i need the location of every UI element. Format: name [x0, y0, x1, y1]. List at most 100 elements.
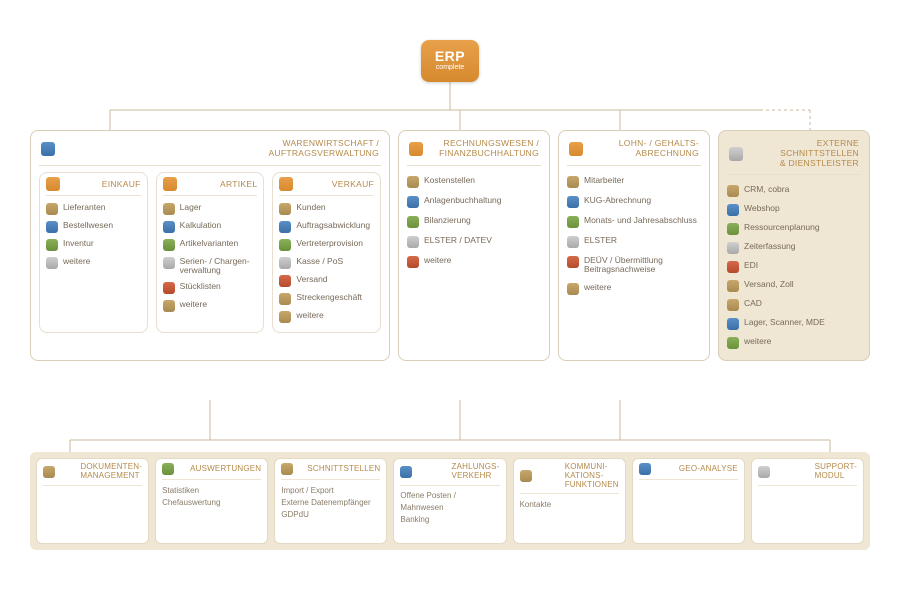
erp-badge-sub: complete	[421, 64, 479, 71]
list-item: weitere	[46, 254, 141, 272]
list-item: GDPdU	[281, 508, 380, 520]
list-item: Bestellwesen	[46, 218, 141, 236]
list-item: ELSTER / DATEV	[407, 232, 541, 252]
bottom-module: SCHNITTSTELLENImport / ExportExterne Dat…	[274, 458, 387, 544]
list-item: CAD	[727, 295, 861, 314]
sub-einkauf: EINKAUF LieferantenBestellwesenInventurw…	[39, 172, 148, 333]
bottom-module: ZAHLUNGS- VERKEHR Offene Posten /Mahnwese…	[393, 458, 506, 544]
item-label: Streckengeschäft	[296, 293, 362, 303]
main-row: WARENWIRTSCHAFT / AUFTRAGSVERWALTUNG EIN…	[30, 130, 870, 361]
item-label: weitere	[296, 311, 323, 321]
list-item: weitere	[279, 308, 374, 326]
item-label: Mitarbeiter	[584, 176, 624, 186]
item-label: CRM, cobra	[744, 185, 789, 195]
module-title: SUPPORT- MODUL	[815, 463, 857, 481]
module-title: SCHNITTSTELLEN	[307, 465, 380, 474]
item-icon	[407, 216, 419, 228]
list-item: Versand, Zoll	[727, 276, 861, 295]
finance-icon	[409, 142, 423, 156]
item-label: Lager	[180, 203, 202, 213]
list-item: CRM, cobra	[727, 181, 861, 200]
list-item: Mahnwesen	[400, 502, 499, 514]
item-icon	[727, 185, 739, 197]
item-icon	[163, 239, 175, 251]
item-icon	[727, 242, 739, 254]
item-icon	[567, 196, 579, 208]
list-item: Mitarbeiter	[567, 172, 701, 192]
list-einkauf: LieferantenBestellwesenInventurweitere	[46, 200, 141, 272]
module-title: EXTERNE SCHNITTSTELLEN & DIENSTLEISTER	[780, 139, 859, 168]
person-icon	[569, 142, 583, 156]
list-item: Import / Export	[281, 484, 380, 496]
monitor-icon	[41, 142, 55, 156]
list-item: Stücklisten	[163, 279, 258, 297]
module-title: GEO-ANALYSE	[679, 465, 738, 474]
list-item: weitere	[407, 252, 541, 272]
list-item: Inventur	[46, 236, 141, 254]
list-verkauf: KundenAuftragsabwicklungVertreterprovisi…	[279, 200, 374, 326]
item-label: Bilanzierung	[424, 216, 471, 226]
item-icon	[46, 203, 58, 215]
module-title: WARENWIRTSCHAFT / AUFTRAGSVERWALTUNG	[268, 139, 379, 159]
module-extern: EXTERNE SCHNITTSTELLEN & DIENSTLEISTER C…	[718, 130, 870, 361]
item-label: Kostenstellen	[424, 176, 475, 186]
item-label: Anlagenbuchhaltung	[424, 196, 502, 206]
list-item: Kostenstellen	[407, 172, 541, 192]
item-icon	[727, 337, 739, 349]
list-lohn: MitarbeiterKUG-AbrechnungMonats- und Jah…	[567, 172, 701, 300]
list-item: Kontakte	[520, 498, 619, 510]
module-items: Offene Posten /MahnwesenBanking	[400, 490, 499, 526]
module-icon	[162, 463, 174, 475]
list-item: Artikelvarianten	[163, 236, 258, 254]
list-item: weitere	[163, 297, 258, 315]
item-label: Stücklisten	[180, 282, 221, 292]
item-icon	[279, 221, 291, 233]
module-items: StatistikenChefauswertung	[162, 484, 261, 508]
item-icon	[46, 221, 58, 233]
module-title: KOMMUNI- KATIONS- FUNKTIONEN	[565, 463, 619, 489]
module-title: ZAHLUNGS- VERKEHR	[452, 463, 500, 481]
item-label: ELSTER / DATEV	[424, 236, 492, 246]
item-icon	[279, 239, 291, 251]
list-extern: CRM, cobra Webshop Ressourcen­planung Zeite…	[727, 181, 861, 352]
module-title: RECHNUNGSWESEN / FINANZBUCHHALTUNG	[439, 139, 539, 159]
list-item: Kalkulation	[163, 218, 258, 236]
item-icon	[567, 283, 579, 295]
sub-title: VERKAUF	[332, 179, 374, 189]
item-icon	[279, 257, 291, 269]
item-icon	[163, 257, 175, 269]
module-warenwirtschaft: WARENWIRTSCHAFT / AUFTRAGSVERWALTUNG EIN…	[30, 130, 390, 361]
item-label: Kalkulation	[180, 221, 222, 231]
item-icon	[279, 203, 291, 215]
item-label: Webshop	[744, 204, 780, 214]
item-label: Versand, Zoll	[744, 280, 794, 290]
item-label: Lager, Scanner, MDE	[744, 318, 825, 328]
list-item: Streckengeschäft	[279, 290, 374, 308]
item-icon	[279, 311, 291, 323]
item-label: Zeiterfassung	[744, 242, 796, 252]
module-icon	[520, 470, 532, 482]
item-label: Versand	[296, 275, 327, 285]
sub-title: EINKAUF	[102, 179, 141, 189]
item-label: Auftragsabwicklung	[296, 221, 370, 231]
list-item: Ressourcen­planung	[727, 219, 861, 238]
erp-badge: ERP complete	[421, 40, 479, 82]
list-item: Kunden	[279, 200, 374, 218]
list-artikel: Lager Kalkulation Artikelvarianten Serien- …	[163, 200, 258, 316]
list-item: Bilanzierung	[407, 212, 541, 232]
list-item: Statistiken	[162, 484, 261, 496]
item-icon	[163, 282, 175, 294]
item-label: weitere	[180, 300, 207, 310]
list-item: Lieferanten	[46, 200, 141, 218]
list-item: Webshop	[727, 200, 861, 219]
bottom-module: SUPPORT- MODUL	[751, 458, 864, 544]
list-item: DEÜV / Übermittlung Beitragsnachweise	[567, 252, 701, 280]
list-item: Serien- / Chargen­verwaltung	[163, 254, 258, 280]
item-icon	[567, 216, 579, 228]
item-label: Artikelvarianten	[180, 239, 239, 249]
module-icon	[639, 463, 651, 475]
list-item: Auftragsabwicklung	[279, 218, 374, 236]
module-title: DOKUMENTEN- MANAGEMENT	[80, 463, 142, 481]
list-item: Banking	[400, 514, 499, 526]
sub-verkauf: VERKAUF KundenAuftragsabwicklungVertrete…	[272, 172, 381, 333]
